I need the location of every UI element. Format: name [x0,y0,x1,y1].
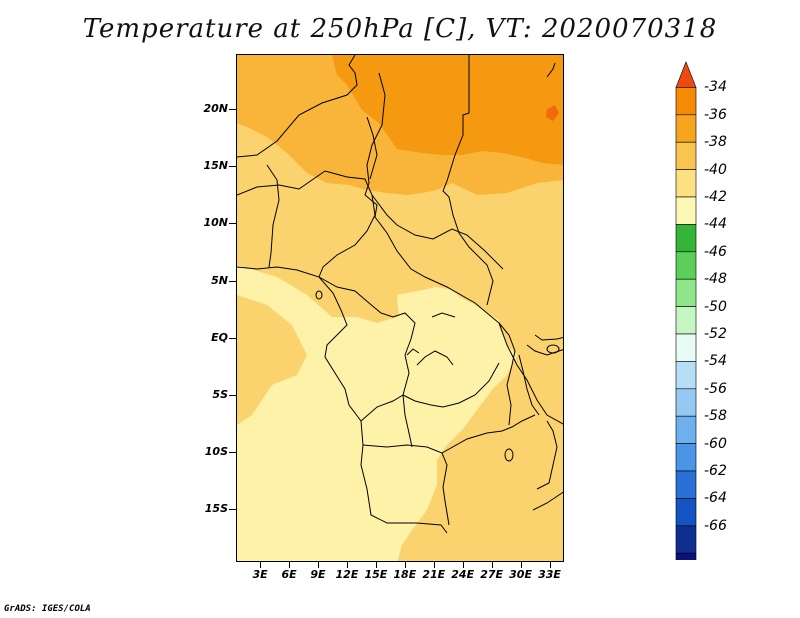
colorbar-box [675,114,697,143]
lat-label: 5S [212,387,228,401]
lat-tick [229,337,236,339]
lon-tick [260,562,262,568]
lon-tick [289,562,291,568]
colorbar-box [675,306,697,335]
colorbar-top-arrow [675,61,697,88]
lat-tick [229,452,236,454]
colorbar-label: -34 [704,79,727,96]
colorbar-label: -40 [704,161,727,178]
lat-label: EQ [211,330,228,344]
fill-minus34 [546,105,559,121]
lon-label: 21E [422,568,446,581]
colorbar-box [675,333,697,362]
lakes [315,290,560,462]
colorbar-box [675,141,697,170]
lon-tick [318,562,319,568]
lon-label: 27E [480,568,504,581]
fill-minus42-center [397,287,499,407]
colorbar-label: -38 [704,134,727,151]
lon-tick [404,562,406,568]
colorbar-label: -58 [704,408,727,425]
colorbar-box [675,498,697,527]
colorbar-label: -44 [704,216,727,233]
lat-label: 20N [203,101,228,115]
lat-tick [229,394,236,396]
lat-label: 5N [211,273,228,287]
colorbar-label: -54 [704,353,727,370]
colorbar-box [675,443,697,472]
lon-label: 33E [538,568,561,581]
colorbar-label: -52 [704,326,727,342]
map-panel [236,54,564,562]
colorbar-label: -56 [704,380,727,397]
colorbar-label: -60 [704,435,727,452]
lon-tick [462,562,464,568]
lon-label: 6E [281,568,297,581]
lat-tick [229,223,236,225]
colorbar-box [675,552,697,560]
colorbar-label: -42 [704,189,727,205]
lat-tick [229,108,236,110]
fill-minus40-south [437,475,507,561]
colorbar-label: -46 [704,243,727,260]
lon-label: 12E [335,568,359,581]
colorbar-box [675,525,697,554]
fill-minus36 [332,55,563,165]
lat-tick [229,509,236,511]
colorbar-label: -64 [704,490,727,507]
colorbar-label: -36 [704,106,727,123]
lat-label: 10S [204,445,228,459]
colorbar-box [675,470,697,499]
colorbar [675,61,697,560]
colorbar-box [675,169,697,198]
lon-label: 3E [252,568,268,581]
colorbar-box [675,415,697,444]
fill-minus40-west [237,295,307,425]
temperature-map [237,55,563,561]
lon-tick [346,562,348,568]
colorbar-box [675,87,697,116]
colorbar-box [675,196,697,225]
colorbar-box [675,361,697,390]
colorbar-box [675,251,697,280]
lat-label: 10N [203,216,228,230]
lat-tick [229,280,236,282]
colorbar-box [675,224,697,253]
colorbar-box [675,388,697,417]
colorbar-label: -62 [704,463,727,479]
lon-tick [520,562,522,568]
lon-label: 9E [310,568,326,581]
lon-label: 30E [509,568,532,581]
lon-tick [491,562,493,568]
colorbar-label: -48 [704,271,727,288]
country-borders [237,55,563,534]
lat-label: 15S [204,502,228,516]
lon-label: 18E [393,568,417,581]
lat-tick [229,166,236,168]
colorbar-box [675,278,697,307]
lon-tick [549,562,551,568]
lon-tick [433,562,435,568]
lon-label: 15E [364,568,388,581]
map-title: Temperature at 250hPa [C], VT: 202007031… [82,14,718,44]
lat-label: 15N [203,159,228,173]
grads-credit: GrADS: IGES/COLA [4,604,91,614]
lon-label: 24E [451,568,475,581]
colorbar-label: -66 [704,517,727,534]
lon-tick [375,562,377,568]
colorbar-label: -50 [704,298,727,315]
